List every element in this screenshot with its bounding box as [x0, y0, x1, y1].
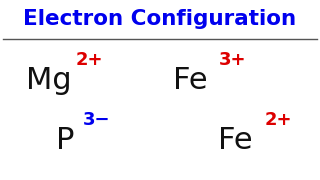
Text: Electron Configuration: Electron Configuration	[23, 9, 297, 29]
Text: 3−: 3−	[83, 111, 110, 129]
Text: 3+: 3+	[219, 51, 247, 69]
Text: P: P	[56, 126, 74, 155]
Text: 2+: 2+	[75, 51, 103, 69]
Text: Fe: Fe	[173, 66, 207, 96]
Text: 2+: 2+	[265, 111, 292, 129]
Text: Fe: Fe	[218, 126, 252, 155]
Text: Mg: Mg	[26, 66, 71, 96]
